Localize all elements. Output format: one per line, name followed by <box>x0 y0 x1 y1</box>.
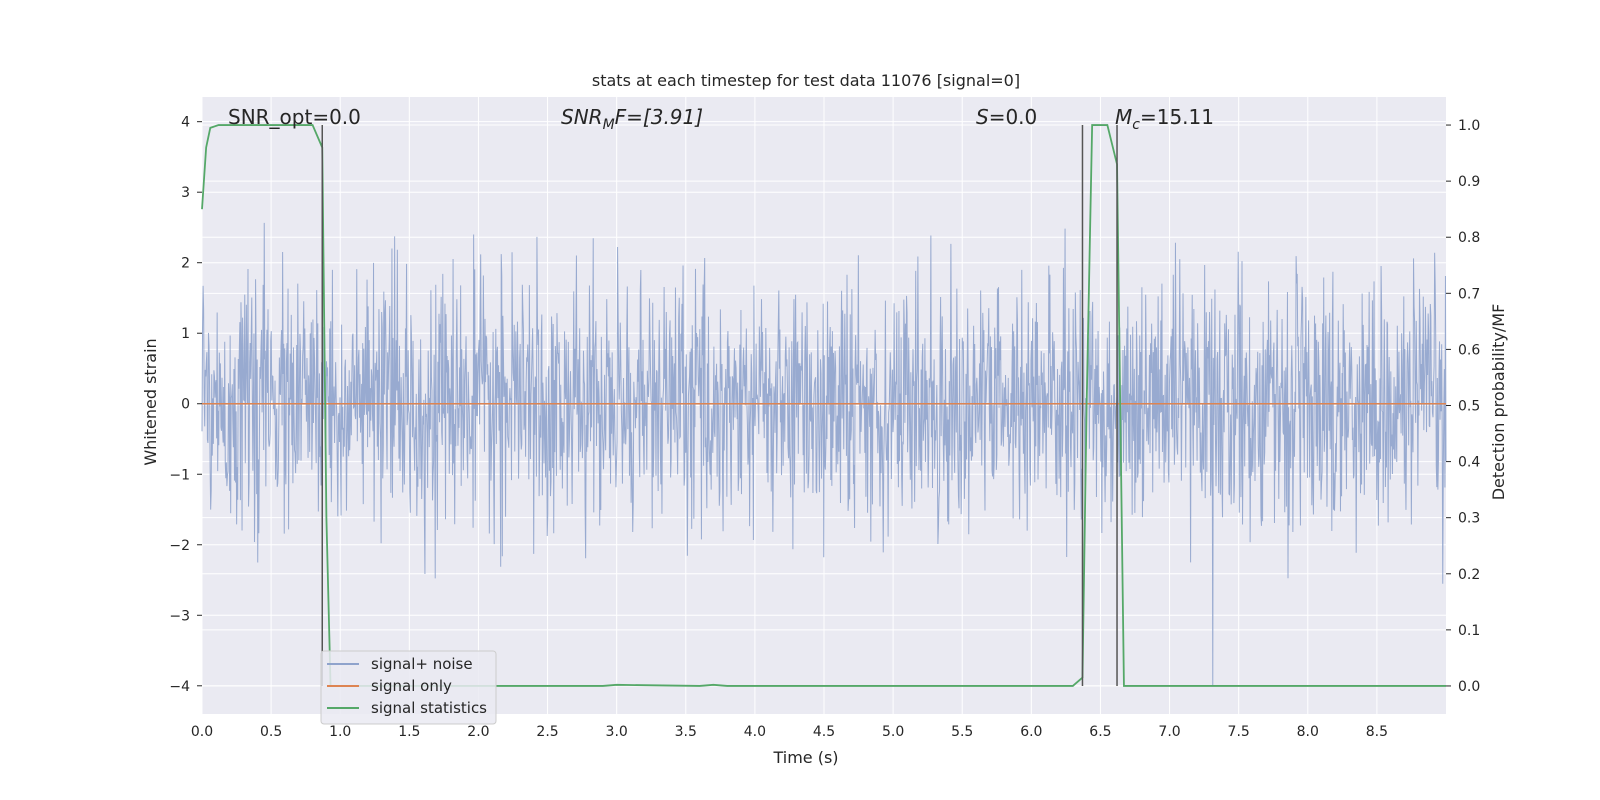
y-tick-label: 3 <box>181 185 190 201</box>
annotation-mc-sub: c <box>1132 117 1140 133</box>
annotation-mc-main: M <box>1115 105 1132 129</box>
x-tick-label: 3.5 <box>675 724 697 740</box>
x-tick-label: 3.0 <box>606 724 628 740</box>
y2-tick-label: 0.1 <box>1458 623 1480 639</box>
y2-axis-label: Detection probability/MF <box>1489 304 1508 501</box>
legend-label-signal-noise: signal+ noise <box>371 655 473 673</box>
y-tick-label: −1 <box>169 467 190 483</box>
chart-title: stats at each timestep for test data 110… <box>592 71 1020 90</box>
annotation-snr-mf: SNRMF=[3.91] <box>561 105 703 133</box>
x-axis-label: Time (s) <box>772 748 838 767</box>
legend-label-signal-only: signal only <box>371 677 452 695</box>
x-tick-label: 8.5 <box>1366 724 1388 740</box>
annotation-mc-rest: =15.11 <box>1140 105 1214 129</box>
y-tick-label: 0 <box>181 397 190 413</box>
x-tick-label: 1.0 <box>329 724 351 740</box>
vertical-markers <box>321 125 1118 686</box>
y-axis-label: Whitened strain <box>141 338 160 465</box>
y-tick-label: 4 <box>181 115 190 131</box>
x-tick-label: 2.5 <box>536 724 558 740</box>
annotation-snr-mf-sub: M <box>603 117 615 133</box>
y2-tick-label: 0.2 <box>1458 567 1480 583</box>
y-tick-label: −4 <box>169 679 190 695</box>
series-line-signal-noise <box>201 222 1447 686</box>
x-axis-ticks: 0.0 0.5 1.0 1.5 2.0 2.5 3.0 3.5 4.0 4.5 5.0 5.5 6.0 6… <box>191 724 1388 740</box>
y2-tick-label: 0.8 <box>1458 230 1480 246</box>
x-tick-label: 2.0 <box>467 724 489 740</box>
y2-axis-ticks: 1.0 0.9 0.8 0.7 0.6 0.5 0.4 0.3 0.2 0.1 0.0 <box>1446 118 1480 695</box>
x-tick-label: 5.0 <box>882 724 904 740</box>
x-tick-label: 6.0 <box>1020 724 1042 740</box>
y2-tick-label: 0.9 <box>1458 174 1480 190</box>
annotation-s-main: S <box>976 105 989 129</box>
x-tick-label: 7.5 <box>1228 724 1250 740</box>
x-tick-label: 8.0 <box>1297 724 1319 740</box>
annotation-snr-mf-main: SNR <box>561 105 603 129</box>
y2-tick-label: 0.0 <box>1458 679 1480 695</box>
x-tick-label: 7.0 <box>1158 724 1180 740</box>
x-tick-label: 4.0 <box>744 724 766 740</box>
noise-series <box>201 222 1447 686</box>
annotation-snr-opt: SNR_opt=0.0 <box>228 105 361 129</box>
annotation-mc: Mc=15.11 <box>1115 105 1214 133</box>
signal-statistics-series <box>201 124 1446 687</box>
x-tick-label: 6.5 <box>1089 724 1111 740</box>
legend-item-signal-noise: signal+ noise <box>327 655 473 673</box>
y-tick-label: −3 <box>169 608 190 624</box>
legend-box <box>320 650 497 725</box>
y2-tick-label: 0.5 <box>1458 399 1480 415</box>
y2-tick-label: 0.3 <box>1458 511 1480 527</box>
annotation-s-rest: =0.0 <box>989 105 1038 129</box>
y2-tick-label: 0.7 <box>1458 286 1480 302</box>
y2-tick-label: 1.0 <box>1458 118 1480 134</box>
x-tick-label: 1.5 <box>398 724 420 740</box>
legend-item-signal-only: signal only <box>327 677 452 695</box>
y-axis-ticks: 4 3 2 1 0 −1 −2 −3 −4 <box>169 115 202 695</box>
y2-tick-label: 0.4 <box>1458 455 1480 471</box>
legend-item-signal-statistics: signal statistics <box>327 699 487 717</box>
y-tick-label: 2 <box>181 256 190 272</box>
y-tick-label: −2 <box>169 538 190 554</box>
y-tick-label: 1 <box>181 326 190 342</box>
x-tick-label: 0.5 <box>260 724 282 740</box>
x-tick-label: 0.0 <box>191 724 213 740</box>
annotation-snr-mf-rest: F=[3.91] <box>615 105 703 129</box>
x-tick-label: 4.5 <box>813 724 835 740</box>
x-tick-label: 5.5 <box>951 724 973 740</box>
legend-label-signal-statistics: signal statistics <box>371 699 487 717</box>
y2-tick-label: 0.6 <box>1458 342 1480 358</box>
legend: signal+ noise signal only signal statist… <box>320 650 497 725</box>
series-line-signal-statistics <box>201 124 1446 687</box>
annotation-s: S=0.0 <box>976 105 1037 129</box>
